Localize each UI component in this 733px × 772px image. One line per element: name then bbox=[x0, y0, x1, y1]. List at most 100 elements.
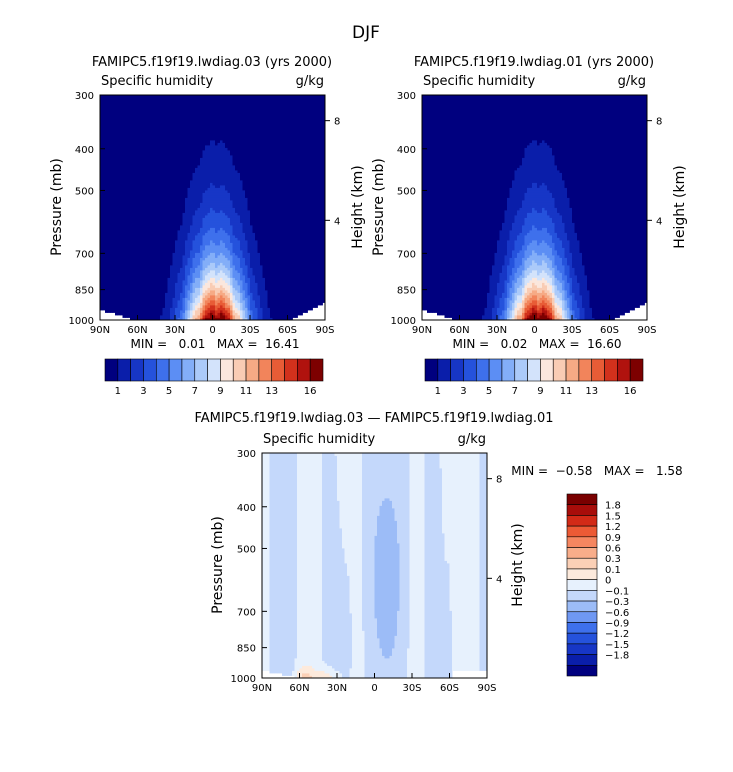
contour-cell bbox=[100, 145, 103, 148]
contour-cell bbox=[165, 252, 168, 256]
contour-cell bbox=[185, 140, 188, 143]
contour-cell bbox=[125, 162, 128, 166]
contour-cell bbox=[185, 145, 188, 148]
contour-cell bbox=[137, 205, 141, 208]
contour-cell bbox=[200, 167, 203, 171]
contour-cell bbox=[140, 317, 143, 320]
contour-cell bbox=[192, 247, 196, 251]
contour-cell bbox=[172, 212, 176, 216]
contour-cell bbox=[112, 162, 116, 166]
contour-cell bbox=[217, 110, 221, 113]
contour-cell bbox=[137, 262, 141, 266]
contour-cell bbox=[220, 115, 223, 118]
contour-cell bbox=[175, 207, 178, 211]
contour-cell bbox=[112, 145, 116, 148]
contour-cell bbox=[205, 215, 208, 218]
contour-cell bbox=[152, 285, 156, 288]
contour-cell bbox=[197, 160, 201, 163]
contour-cell bbox=[115, 267, 118, 271]
contour-cell bbox=[222, 185, 226, 188]
contour-cell bbox=[135, 272, 138, 276]
contour-cell bbox=[187, 292, 191, 296]
contour-cell bbox=[127, 297, 131, 301]
contour-cell bbox=[150, 287, 153, 291]
contour-cell bbox=[162, 195, 166, 198]
contour-cell bbox=[137, 235, 141, 238]
contour-cell bbox=[172, 125, 176, 128]
contour-cell bbox=[165, 95, 168, 98]
contour-cell bbox=[140, 97, 143, 101]
contour-cell bbox=[122, 307, 126, 311]
contour-cell bbox=[120, 245, 123, 248]
contour-cell bbox=[175, 295, 178, 298]
contour-cell bbox=[102, 152, 106, 156]
contour-cell bbox=[195, 100, 198, 103]
contour-cell bbox=[235, 105, 238, 108]
contour-cell bbox=[190, 287, 193, 291]
contour-cell bbox=[155, 157, 158, 161]
contour-cell bbox=[172, 97, 176, 101]
contour-cell bbox=[140, 295, 143, 298]
contour-cell bbox=[177, 162, 181, 166]
contour-cell bbox=[187, 290, 191, 293]
contour-cell bbox=[195, 257, 198, 261]
contour-cell bbox=[177, 107, 181, 111]
contour-cell bbox=[167, 125, 171, 128]
contour-cell bbox=[200, 287, 203, 291]
contour-cell bbox=[120, 112, 123, 116]
contour-cell bbox=[122, 102, 126, 106]
contour-cell bbox=[185, 267, 188, 271]
contour-cell bbox=[150, 235, 153, 238]
contour-cell bbox=[152, 265, 156, 268]
contour-cell bbox=[180, 157, 183, 161]
contour-cell bbox=[210, 290, 213, 293]
contour-cell bbox=[112, 102, 116, 106]
contour-cell bbox=[132, 277, 136, 281]
contour-cell bbox=[225, 165, 228, 168]
contour-cell bbox=[235, 202, 238, 206]
contour-cell bbox=[190, 292, 193, 296]
contour-cell bbox=[162, 170, 166, 173]
contour-cell bbox=[190, 112, 193, 116]
contour-cell bbox=[235, 200, 238, 203]
contour-cell bbox=[172, 217, 176, 221]
contour-cell bbox=[185, 272, 188, 276]
contour-cell bbox=[105, 122, 108, 126]
contour-cell bbox=[212, 172, 216, 176]
contour-cell bbox=[205, 157, 208, 161]
contour-cell bbox=[180, 125, 183, 128]
contour-cell bbox=[150, 192, 153, 196]
contour-cell bbox=[197, 127, 201, 131]
contour-cell bbox=[102, 157, 106, 161]
contour-cell bbox=[142, 257, 146, 261]
contour-cell bbox=[105, 130, 108, 133]
contour-cell bbox=[215, 315, 218, 318]
contour-cell bbox=[212, 262, 216, 266]
contour-cell bbox=[160, 215, 163, 218]
contour-cell bbox=[237, 287, 241, 291]
contour-cell bbox=[232, 210, 236, 213]
contour-cell bbox=[140, 110, 143, 113]
contour-cell bbox=[115, 292, 118, 296]
contour-cell bbox=[145, 95, 148, 98]
contour-cell bbox=[155, 187, 158, 191]
contour-cell bbox=[100, 190, 103, 193]
contour-cell bbox=[147, 137, 151, 141]
contour-cell bbox=[170, 312, 173, 316]
contour-cell bbox=[127, 202, 131, 206]
contour-cell bbox=[125, 245, 128, 248]
contour-cell bbox=[232, 205, 236, 208]
contour-cell bbox=[180, 252, 183, 256]
contour-cell bbox=[120, 197, 123, 201]
figure-title: DJF bbox=[352, 23, 380, 43]
contour-cell bbox=[100, 117, 103, 121]
contour-cell bbox=[220, 160, 223, 163]
contour-cell bbox=[207, 235, 211, 238]
contour-cell bbox=[152, 122, 156, 126]
contour-cell bbox=[192, 272, 196, 276]
contour-cell bbox=[225, 287, 228, 291]
contour-cell bbox=[190, 192, 193, 196]
contour-cell bbox=[122, 300, 126, 303]
contour-cell bbox=[157, 302, 161, 306]
contour-cell bbox=[192, 285, 196, 288]
